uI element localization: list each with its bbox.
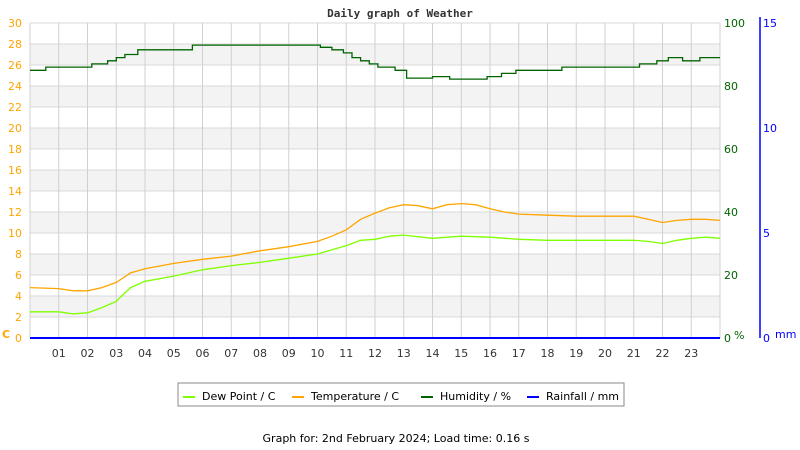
x-tick-label: 22 [656,347,670,360]
y-rain-tick-label: 0 [763,332,770,345]
x-tick-label: 01 [52,347,66,360]
series-line-temperature [29,202,721,292]
x-tick-label: 15 [454,347,468,360]
legend-label: Rainfall / mm [546,390,619,403]
chart-title: Daily graph of Weather [327,7,473,20]
y-humidity-tick-label: 20 [724,269,738,282]
y-left-tick-label: 16 [8,164,22,177]
x-tick-label: 21 [627,347,641,360]
y-humidity-tick-label: 40 [724,206,738,219]
legend-label: Humidity / % [440,390,511,403]
x-tick-label: 14 [426,347,440,360]
footer-text: Graph for: 2nd February 2024; Load time:… [263,432,530,445]
x-tick-label: 11 [339,347,353,360]
x-tick-label: 16 [483,347,497,360]
x-tick-label: 09 [282,347,296,360]
y-left-tick-label: 2 [15,311,22,324]
y-humidity-tick-label: 80 [724,80,738,93]
y-left-tick-label: 20 [8,122,22,135]
x-tick-label: 02 [81,347,95,360]
y-rain-unit: mm [775,328,796,341]
y-left-tick-label: 8 [15,248,22,261]
y-left-tick-label: 14 [8,185,22,198]
y-humidity-unit: % [734,329,744,342]
series-line-dew [30,234,721,315]
x-tick-label: 08 [253,347,267,360]
x-tick-label: 05 [167,347,181,360]
y-left-tick-label: 0 [15,332,22,345]
x-tick-label: 17 [512,347,526,360]
x-tick-label: 10 [311,347,325,360]
y-rain-tick-label: 15 [763,17,777,30]
y-humidity-tick-label: 60 [724,143,738,156]
x-tick-label: 03 [109,347,123,360]
y-rain-tick-label: 10 [763,122,777,135]
y-left-tick-label: 12 [8,206,22,219]
y-humidity-tick-label: 100 [724,17,745,30]
legend-label: Dew Point / C [202,390,276,403]
y-left-tick-label: 24 [8,80,22,93]
y-left-tick-label: 6 [15,269,22,282]
legend: Dew Point / C Temperature / C Humidity / %… [177,382,625,407]
x-tick-label: 12 [368,347,382,360]
x-tick-label: 07 [224,347,238,360]
y-left-tick-label: 22 [8,101,22,114]
y-left-tick-label: 30 [8,17,22,30]
x-tick-label: 06 [196,347,210,360]
y-left-tick-label: 18 [8,143,22,156]
y-left-tick-label: 10 [8,227,22,240]
x-tick-label: 19 [569,347,583,360]
y-left-tick-label: 4 [15,290,22,303]
x-tick-label: 04 [138,347,152,360]
y-left-tick-label: 26 [8,59,22,72]
y-rain-tick-label: 5 [763,227,770,240]
y-left-tick-label: 28 [8,38,22,51]
y-left-unit: C [2,328,10,341]
x-tick-label: 20 [598,347,612,360]
x-tick-label: 23 [684,347,698,360]
y-humidity-tick-label: 0 [724,332,731,345]
x-tick-label: 13 [397,347,411,360]
series-line-humidity [30,44,720,80]
legend-box [177,382,625,407]
x-tick-label: 18 [541,347,555,360]
legend-label: Temperature / C [310,390,399,403]
